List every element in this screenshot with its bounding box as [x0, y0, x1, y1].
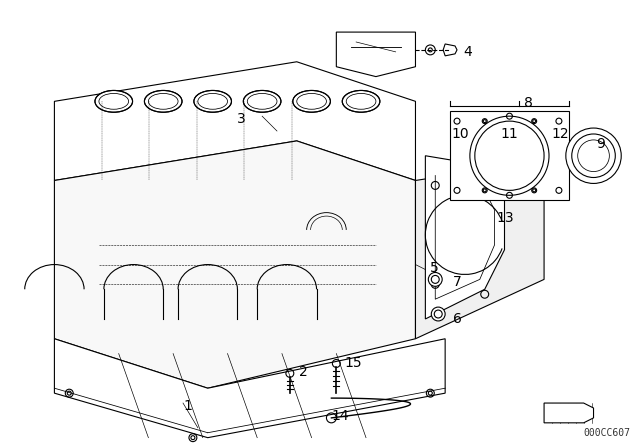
Ellipse shape — [243, 90, 281, 112]
Circle shape — [431, 307, 445, 321]
Polygon shape — [544, 403, 593, 423]
Text: 5: 5 — [430, 261, 439, 275]
Polygon shape — [337, 32, 415, 77]
Polygon shape — [54, 141, 415, 388]
Text: 10: 10 — [451, 127, 468, 141]
Text: 8: 8 — [524, 96, 533, 110]
Text: 14: 14 — [332, 409, 349, 423]
Ellipse shape — [145, 90, 182, 112]
Ellipse shape — [95, 90, 132, 112]
Text: 6: 6 — [453, 312, 462, 326]
Text: 9: 9 — [596, 137, 605, 151]
Circle shape — [470, 116, 549, 195]
Text: 4: 4 — [463, 45, 472, 59]
Polygon shape — [54, 62, 415, 181]
Ellipse shape — [293, 90, 330, 112]
Text: 000CC607: 000CC607 — [584, 428, 630, 438]
Text: 1: 1 — [183, 399, 192, 413]
Text: 3: 3 — [237, 112, 246, 126]
Text: 15: 15 — [344, 357, 362, 370]
Polygon shape — [450, 111, 569, 200]
Polygon shape — [443, 44, 457, 56]
Text: 2: 2 — [299, 366, 307, 379]
Ellipse shape — [194, 90, 232, 112]
Text: 13: 13 — [497, 211, 514, 225]
Text: 12: 12 — [551, 127, 568, 141]
Circle shape — [566, 128, 621, 183]
Polygon shape — [415, 161, 544, 339]
Circle shape — [428, 272, 442, 286]
Polygon shape — [426, 156, 504, 319]
Text: 11: 11 — [500, 127, 518, 141]
Polygon shape — [54, 339, 445, 438]
Text: 7: 7 — [453, 276, 462, 289]
Ellipse shape — [342, 90, 380, 112]
